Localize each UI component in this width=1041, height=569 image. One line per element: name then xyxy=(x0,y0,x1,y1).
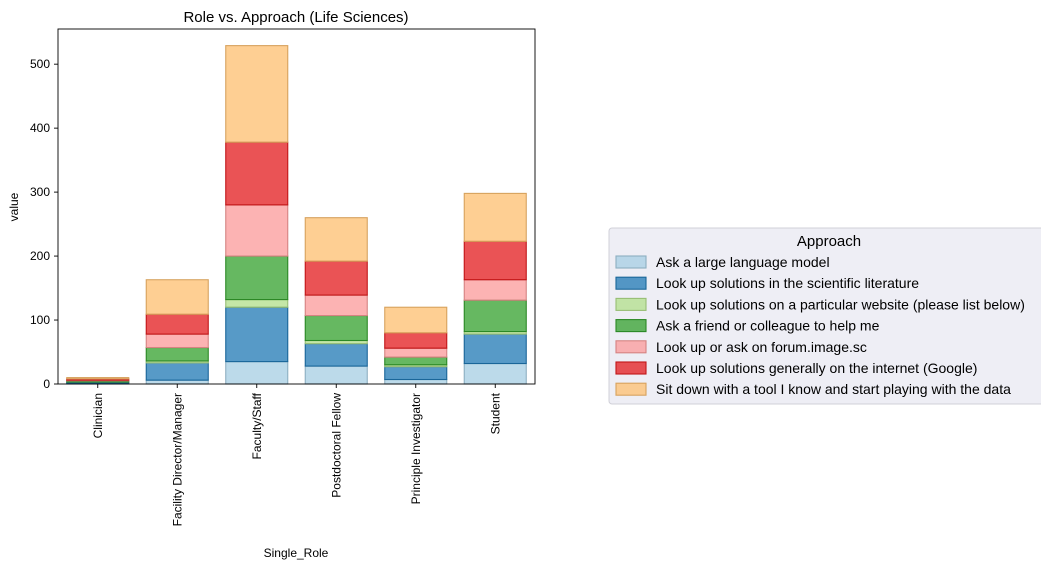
bar-segment xyxy=(145,313,209,335)
legend-swatch xyxy=(615,255,647,269)
bar-segment xyxy=(225,306,289,363)
bar-segment xyxy=(463,192,527,242)
bar-segment xyxy=(225,361,289,385)
legend-label: Look up or ask on forum.image.sc xyxy=(656,339,867,355)
legend-swatch xyxy=(615,361,647,375)
bar-segment xyxy=(304,260,368,296)
chart-title: Role vs. Approach (Life Sciences) xyxy=(183,9,408,26)
legend-label: Look up solutions generally on the inter… xyxy=(656,360,977,376)
bar-segment xyxy=(304,217,368,262)
x-axis-ticks: Clinician Facility Director/Manager Facult… xyxy=(91,384,502,526)
bar-segment xyxy=(384,378,448,385)
bar-segment xyxy=(304,365,368,385)
bar-segment xyxy=(145,379,209,385)
bar-segment xyxy=(145,346,209,362)
bar-segment xyxy=(225,255,289,301)
y-axis-ticks: 0 100 200 300 400 500 xyxy=(30,57,58,391)
legend-swatch xyxy=(615,276,647,290)
legend-swatch xyxy=(615,340,647,354)
legend-label: Look up solutions on a particular websit… xyxy=(656,296,1025,312)
legend-label: Ask a friend or colleague to help me xyxy=(656,318,880,334)
y-tick-label: 300 xyxy=(30,185,50,199)
x-tick-label: Postdoctoral Fellow xyxy=(329,393,343,498)
bar-segment xyxy=(463,362,527,385)
x-tick-label: Principle Investigator xyxy=(409,393,423,504)
bar-segment xyxy=(225,204,289,257)
bar-segment xyxy=(384,366,448,381)
y-axis-label: value xyxy=(7,192,21,221)
x-tick-label: Facility Director/Manager xyxy=(170,393,184,526)
bar-segment xyxy=(384,332,448,349)
x-tick-label: Faculty/Staff xyxy=(250,392,264,459)
y-tick-label: 200 xyxy=(30,249,50,263)
bar-segment xyxy=(384,356,448,366)
plot-frame xyxy=(57,28,536,385)
legend-box xyxy=(608,227,1041,405)
bar-segment xyxy=(145,279,209,315)
bar-segment xyxy=(145,333,209,349)
legend-label: Look up solutions in the scientific lite… xyxy=(656,275,919,291)
legend-title: Approach xyxy=(797,233,861,250)
legend-swatch xyxy=(615,319,647,333)
bar-segment xyxy=(304,315,368,342)
bar-segment xyxy=(145,362,209,381)
y-tick-label: 0 xyxy=(43,377,50,391)
bar-segment xyxy=(304,294,368,317)
x-axis-label: Single_Role xyxy=(264,546,329,560)
y-tick-label: 500 xyxy=(30,57,50,71)
y-tick-label: 400 xyxy=(30,121,50,135)
plot-area xyxy=(66,45,527,385)
bar-segment xyxy=(225,299,289,308)
legend-label: Sit down with a tool I know and start pl… xyxy=(656,381,1011,397)
y-tick-label: 100 xyxy=(30,313,50,327)
bar-segment xyxy=(384,306,448,334)
bar-segment xyxy=(463,240,527,281)
bar-segment xyxy=(384,347,448,358)
legend-label: Ask a large language model xyxy=(656,254,830,270)
bar-segment xyxy=(225,45,289,143)
bar-segment xyxy=(463,333,527,365)
bar-segment xyxy=(225,141,289,206)
legend-swatch xyxy=(615,297,647,311)
bar-segment xyxy=(463,279,527,301)
legend: Approach Ask a large language model Look … xyxy=(608,227,1041,405)
x-tick-label: Student xyxy=(488,392,502,434)
bar-segment xyxy=(304,343,368,367)
bar-segment xyxy=(66,377,130,380)
x-tick-label: Clinician xyxy=(91,393,105,438)
bar-segment xyxy=(463,299,527,333)
legend-swatch xyxy=(615,382,647,396)
